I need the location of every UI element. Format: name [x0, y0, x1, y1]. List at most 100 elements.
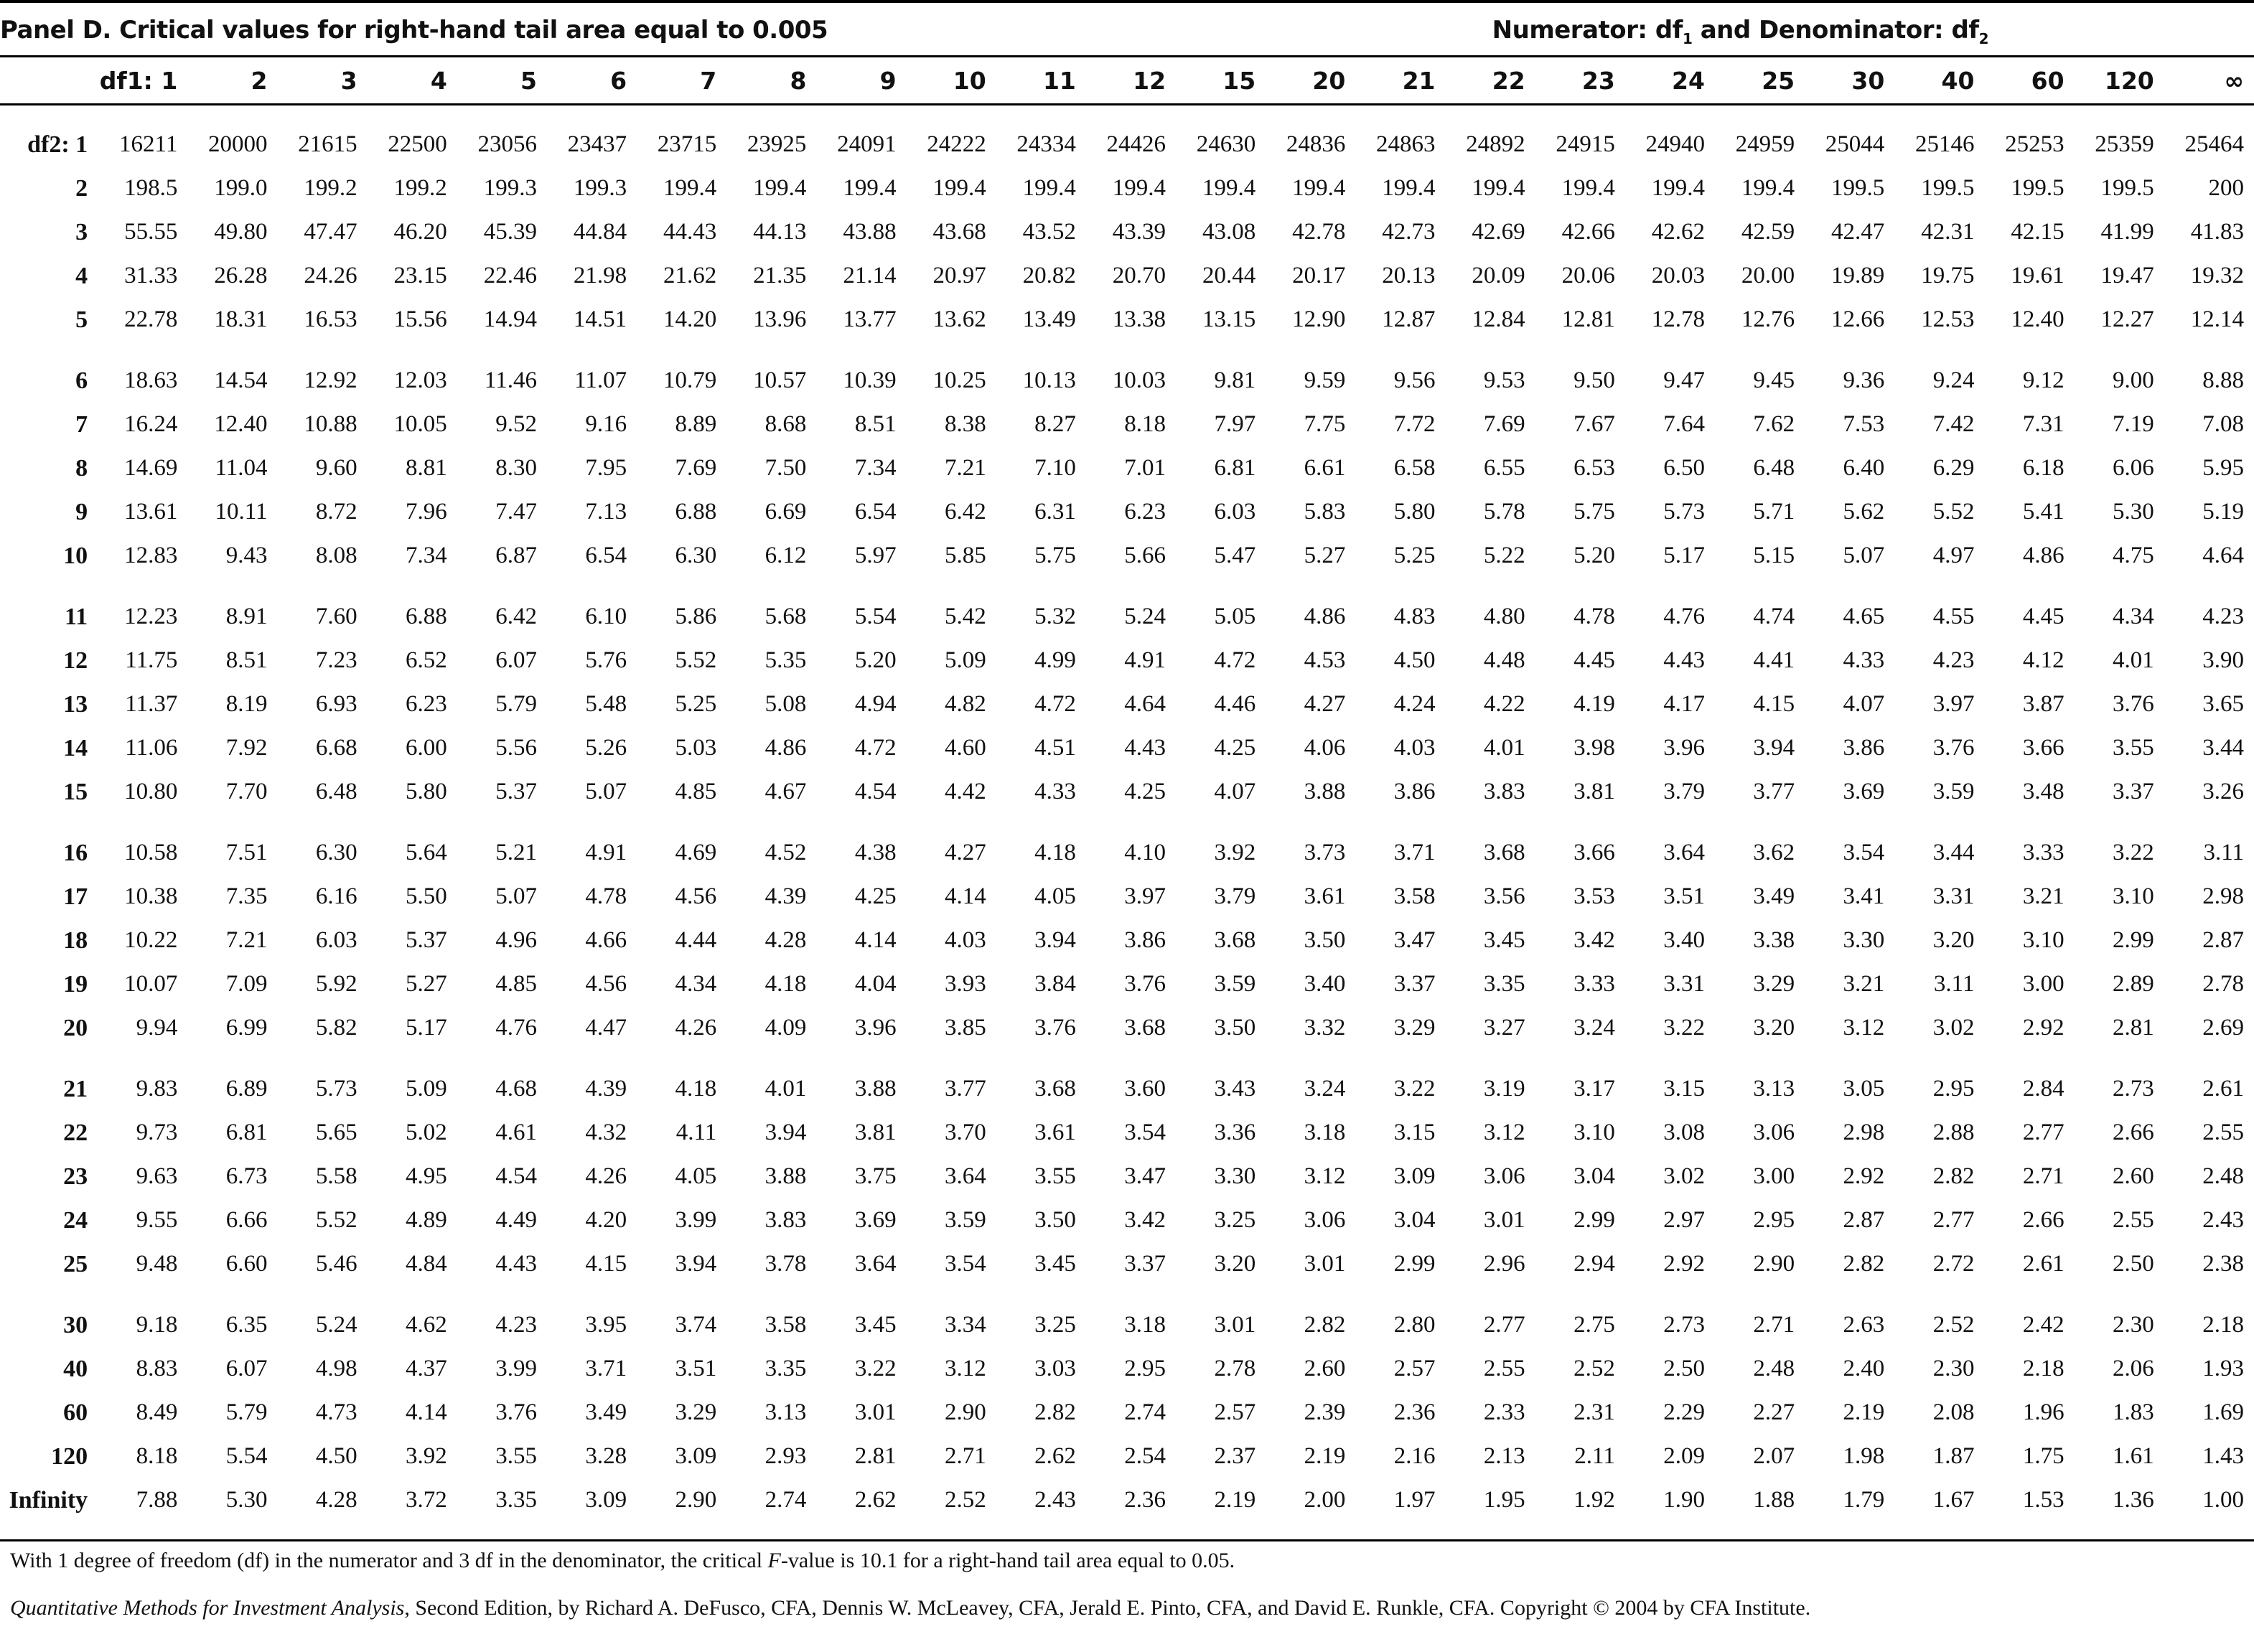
table-cell: 42.62 [1651, 219, 1705, 245]
table-cell: 2.98 [2202, 883, 2244, 909]
table-cell: 18.63 [124, 367, 178, 393]
table-cell: 42.78 [1292, 219, 1346, 245]
table-cell: 4.01 [2113, 647, 2154, 673]
table-cell: 3.58 [764, 1312, 807, 1338]
table-cell: 3.87 [2022, 691, 2064, 717]
table-cell: 3.86 [1843, 735, 1885, 761]
table-cell: 3.35 [1483, 971, 1525, 997]
table-cell: 45.39 [483, 219, 537, 245]
table-cell: 2.73 [1663, 1312, 1705, 1338]
table-cell: 5.56 [495, 735, 537, 761]
table-cell: 199.3 [483, 175, 537, 201]
table-row: 9 13.61 10.11 8.72 7.96 7.47 7.13 6.88 6.69 6.54 6… [0, 490, 2254, 534]
table-cell: 6.55 [1483, 455, 1525, 481]
table-cell: 3.22 [854, 1356, 897, 1381]
table-cell: 24630 [1196, 131, 1256, 157]
table-row: 40 8.83 6.07 4.98 4.37 3.99 3.71 3.51 3.35 3.22 3.… [0, 1347, 2254, 1391]
table-cell: 3.64 [854, 1251, 897, 1277]
table-cell: 6.23 [406, 691, 447, 717]
table-row: 8 14.69 11.04 9.60 8.81 8.30 7.95 7.69 7.50 7.34 7… [0, 446, 2254, 490]
table-cell: 5.73 [1663, 499, 1705, 525]
table-cell: 41.99 [2100, 219, 2154, 245]
table-cell: 12.23 [124, 604, 178, 629]
table-cell: 3.47 [1393, 927, 1436, 953]
table-cell: 3.73 [1304, 840, 1346, 865]
table-cell: 2.52 [1573, 1356, 1615, 1381]
table-cell: 4.15 [1753, 691, 1795, 717]
table-cell: 4.51 [1034, 735, 1076, 761]
table-cell: 2.87 [1843, 1207, 1885, 1233]
table-cell: 4.64 [2202, 543, 2244, 568]
table-cell: 5.75 [1573, 499, 1615, 525]
table-cell: 7.53 [1843, 411, 1885, 437]
column-header-cell: 2 [187, 57, 278, 105]
table-cell: 20.06 [1561, 263, 1615, 288]
group-spacer [0, 578, 2254, 595]
table-cell: 3.26 [2202, 779, 2244, 804]
group-spacer [0, 814, 2254, 831]
table-row: 25 9.48 6.60 5.46 4.84 4.43 4.15 3.94 3.78 3.64 3.… [0, 1242, 2254, 1286]
footnote-f-letter: F [767, 1549, 781, 1572]
table-cell: 2.90 [675, 1487, 717, 1513]
table-cell: 5.80 [406, 779, 447, 804]
table-cell: 2.11 [1574, 1443, 1615, 1469]
table-cell: 4.12 [2022, 647, 2064, 673]
table-cell: 21.62 [663, 263, 717, 288]
row-label: 6 [75, 367, 88, 394]
table-cell: 4.68 [495, 1076, 537, 1102]
table-cell: 8.27 [1034, 411, 1076, 437]
table-cell: 5.42 [944, 604, 986, 629]
table-cell: 3.55 [1034, 1163, 1076, 1189]
table-cell: 6.29 [1932, 455, 1975, 481]
table-cell: 4.53 [1304, 647, 1346, 673]
table-cell: 8.91 [225, 604, 268, 629]
table-cell: 3.68 [1124, 1015, 1166, 1041]
table-cell: 2.82 [1304, 1312, 1346, 1338]
row-label: 2 [75, 174, 88, 202]
row-label: 30 [63, 1311, 88, 1338]
table-cell: 8.18 [136, 1443, 178, 1469]
table-cell: 5.79 [225, 1399, 268, 1425]
table-cell: 21.98 [573, 263, 627, 288]
row-label: 21 [63, 1075, 88, 1102]
table-cell: 4.33 [1034, 779, 1076, 804]
table-cell: 12.03 [393, 367, 447, 393]
table-cell: 5.19 [2202, 499, 2244, 525]
table-cell: 20.82 [1022, 263, 1076, 288]
table-cell: 6.35 [225, 1312, 268, 1338]
table-cell: 3.96 [854, 1015, 897, 1041]
table-row: 22 9.73 6.81 5.65 5.02 4.61 4.32 4.11 3.94 3.81 3.… [0, 1111, 2254, 1155]
table-cell: 2.84 [2022, 1076, 2064, 1102]
table-cell: 24915 [1556, 131, 1615, 157]
table-cell: 3.50 [1214, 1015, 1256, 1041]
table-cell: 6.54 [585, 543, 627, 568]
subscript-1: 1 [1682, 29, 1693, 47]
panel-title: Panel D. Critical values for right-hand … [0, 16, 828, 44]
table-cell: 12.78 [1651, 306, 1705, 332]
table-cell: 3.88 [764, 1163, 807, 1189]
table-row: 19 10.07 7.09 5.92 5.27 4.85 4.56 4.34 4.18 4.04 3… [0, 962, 2254, 1006]
table-cell: 8.81 [406, 455, 447, 481]
table-cell: 3.12 [944, 1356, 986, 1381]
row-label: 11 [65, 603, 88, 630]
table-cell: 5.47 [1214, 543, 1256, 568]
table-cell: 3.01 [1304, 1251, 1346, 1277]
table-cell: 6.16 [315, 883, 357, 909]
table-cell: 2.19 [1843, 1399, 1885, 1425]
table-cell: 4.11 [675, 1120, 717, 1145]
table-cell: 16211 [119, 131, 178, 157]
table-cell: 3.42 [1573, 927, 1615, 953]
table-cell: 12.40 [2011, 306, 2064, 332]
table-cell: 199.2 [393, 175, 447, 201]
table-cell: 2.72 [1932, 1251, 1975, 1277]
table-cell: 4.22 [1483, 691, 1525, 717]
column-header-cell: 11 [996, 57, 1086, 105]
table-cell: 3.65 [2202, 691, 2244, 717]
table-cell: 4.07 [1214, 779, 1256, 804]
table-cell: 9.94 [136, 1015, 178, 1041]
table-cell: 3.33 [1573, 971, 1615, 997]
table-cell: 5.54 [225, 1443, 268, 1469]
table-cell: 12.14 [2190, 306, 2244, 332]
table-cell: 7.34 [854, 455, 897, 481]
table-cell: 3.59 [1214, 971, 1256, 997]
